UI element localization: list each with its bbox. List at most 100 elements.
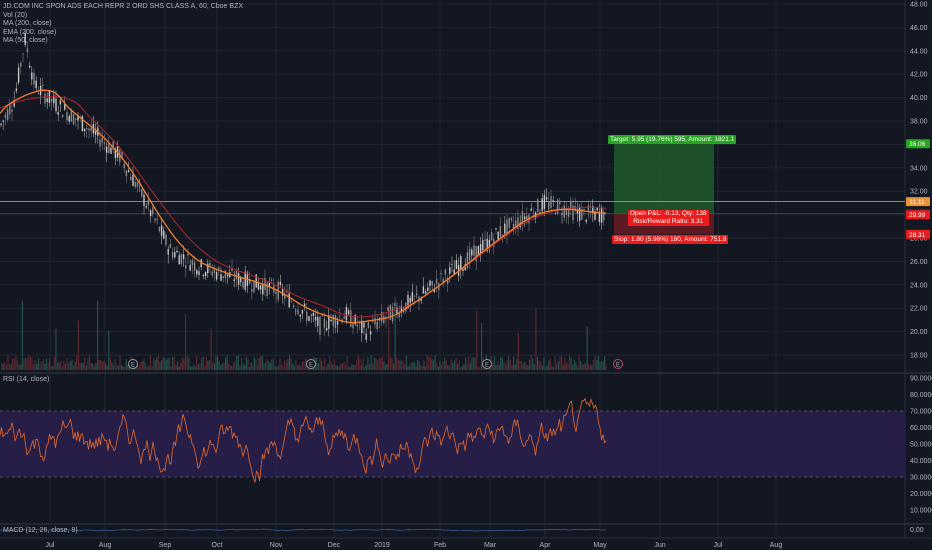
target-label[interactable]: Target: 5.95 (19.76%) 595, Amount: 1821.… [608, 135, 737, 144]
volume-bar [466, 364, 468, 370]
volume-bar [594, 355, 596, 370]
earnings-letter: E [309, 363, 313, 369]
volume-bar [372, 362, 374, 370]
volume-bar [375, 358, 377, 370]
volume-bar [177, 361, 179, 370]
candle-body [178, 255, 180, 265]
candle-body [204, 272, 207, 277]
candle-body [253, 280, 255, 293]
volume-bar [260, 356, 262, 370]
open-pl-box[interactable]: Open P&L: -0.13, Qty: 138 Risk/Reward Ra… [628, 210, 709, 226]
candle-body [413, 295, 416, 297]
candle-body [420, 298, 422, 301]
volume-bar [524, 361, 526, 370]
volume-bar [274, 366, 276, 370]
volume-bar [156, 357, 158, 370]
symbol-title[interactable]: JD.COM INC SPON ADS EACH REPR 2 ORD SHS … [3, 3, 244, 10]
volume-bar [226, 355, 228, 370]
price-badge-bg [906, 229, 930, 239]
indicator-ma-200[interactable]: MA (200, close) [3, 20, 52, 28]
volume-bar [364, 366, 366, 370]
candle-body [352, 322, 354, 329]
volume-bar [588, 363, 590, 370]
candle-body [200, 259, 202, 268]
volume-bar [573, 359, 575, 370]
volume-bar [295, 360, 297, 370]
volume-bar [447, 364, 449, 370]
volume-bar [343, 361, 345, 370]
candle-body [372, 321, 374, 322]
volume-bar [516, 359, 518, 370]
earnings-circle [482, 359, 492, 369]
volume-bar [465, 357, 467, 370]
volume-bar [441, 364, 443, 370]
volume-bar [367, 356, 369, 370]
candle-body [24, 32, 26, 45]
volume-bar [193, 363, 195, 370]
volume-bar [173, 357, 175, 370]
candle-body [99, 139, 101, 147]
candle-body [103, 142, 106, 144]
volume-bar [327, 363, 329, 370]
candle-body [398, 312, 400, 318]
volume-bar [554, 355, 556, 370]
volume-bar [178, 366, 180, 370]
volume-bar [332, 364, 334, 370]
volume-bar [18, 364, 20, 370]
volume-bar [321, 360, 323, 370]
price-badge-bg [906, 139, 930, 149]
volume-bar [95, 362, 97, 370]
volume-bar [213, 363, 215, 370]
stop-label[interactable]: Stop: 1.80 (5.98%) 180, Amount: 751.8 [612, 235, 729, 244]
volume-bar [167, 357, 169, 370]
volume-bar [68, 363, 70, 370]
volume-bar [492, 363, 494, 370]
candle-body [31, 72, 33, 80]
candle-body [108, 143, 110, 153]
candle-body [449, 267, 451, 274]
candle-body [455, 260, 458, 269]
volume-bar [348, 366, 350, 370]
indicator-ema-200[interactable]: EMA (200, close) [3, 28, 57, 36]
candle-body [585, 219, 587, 222]
volume-bar [84, 357, 86, 370]
volume-bar [511, 365, 513, 370]
volume-bar [221, 363, 223, 370]
candle-body [361, 320, 363, 333]
volume-bar [415, 366, 417, 370]
candle-body [68, 116, 70, 122]
volume-bar [605, 365, 607, 370]
volume-bar [194, 366, 196, 370]
volume-bar [469, 363, 471, 370]
volume-bar [556, 363, 558, 370]
volume-bar [263, 363, 265, 370]
volume-bar [426, 355, 428, 370]
volume-bar [73, 365, 75, 370]
candle-body [484, 239, 486, 241]
volume-bar [116, 365, 118, 370]
candle-body [70, 109, 73, 122]
candle-body [339, 315, 341, 317]
volume-bar [549, 358, 551, 370]
volume-bar [393, 363, 395, 370]
indicator-volume[interactable]: Vol (20) [3, 11, 28, 19]
indicator-ma-50[interactable]: MA (50, close) [3, 37, 48, 45]
candle-body [15, 88, 18, 91]
candle-body [237, 272, 240, 285]
rsi-pane-label[interactable]: RSI (14, close) [3, 376, 50, 383]
volume-bar [383, 360, 385, 370]
time-tick-label: Jul [714, 542, 723, 549]
candle-body [222, 275, 224, 279]
candle-body [207, 263, 209, 274]
candle-body [114, 149, 117, 158]
candle-body [583, 208, 585, 210]
volume-bar [567, 363, 569, 370]
macd-pane-label[interactable]: MACD (12, 26, close, 9) [3, 527, 78, 534]
volume-bar [233, 362, 235, 370]
candle-body [132, 174, 134, 186]
time-tick-label: Aug [99, 542, 112, 549]
candle-body [290, 301, 293, 302]
